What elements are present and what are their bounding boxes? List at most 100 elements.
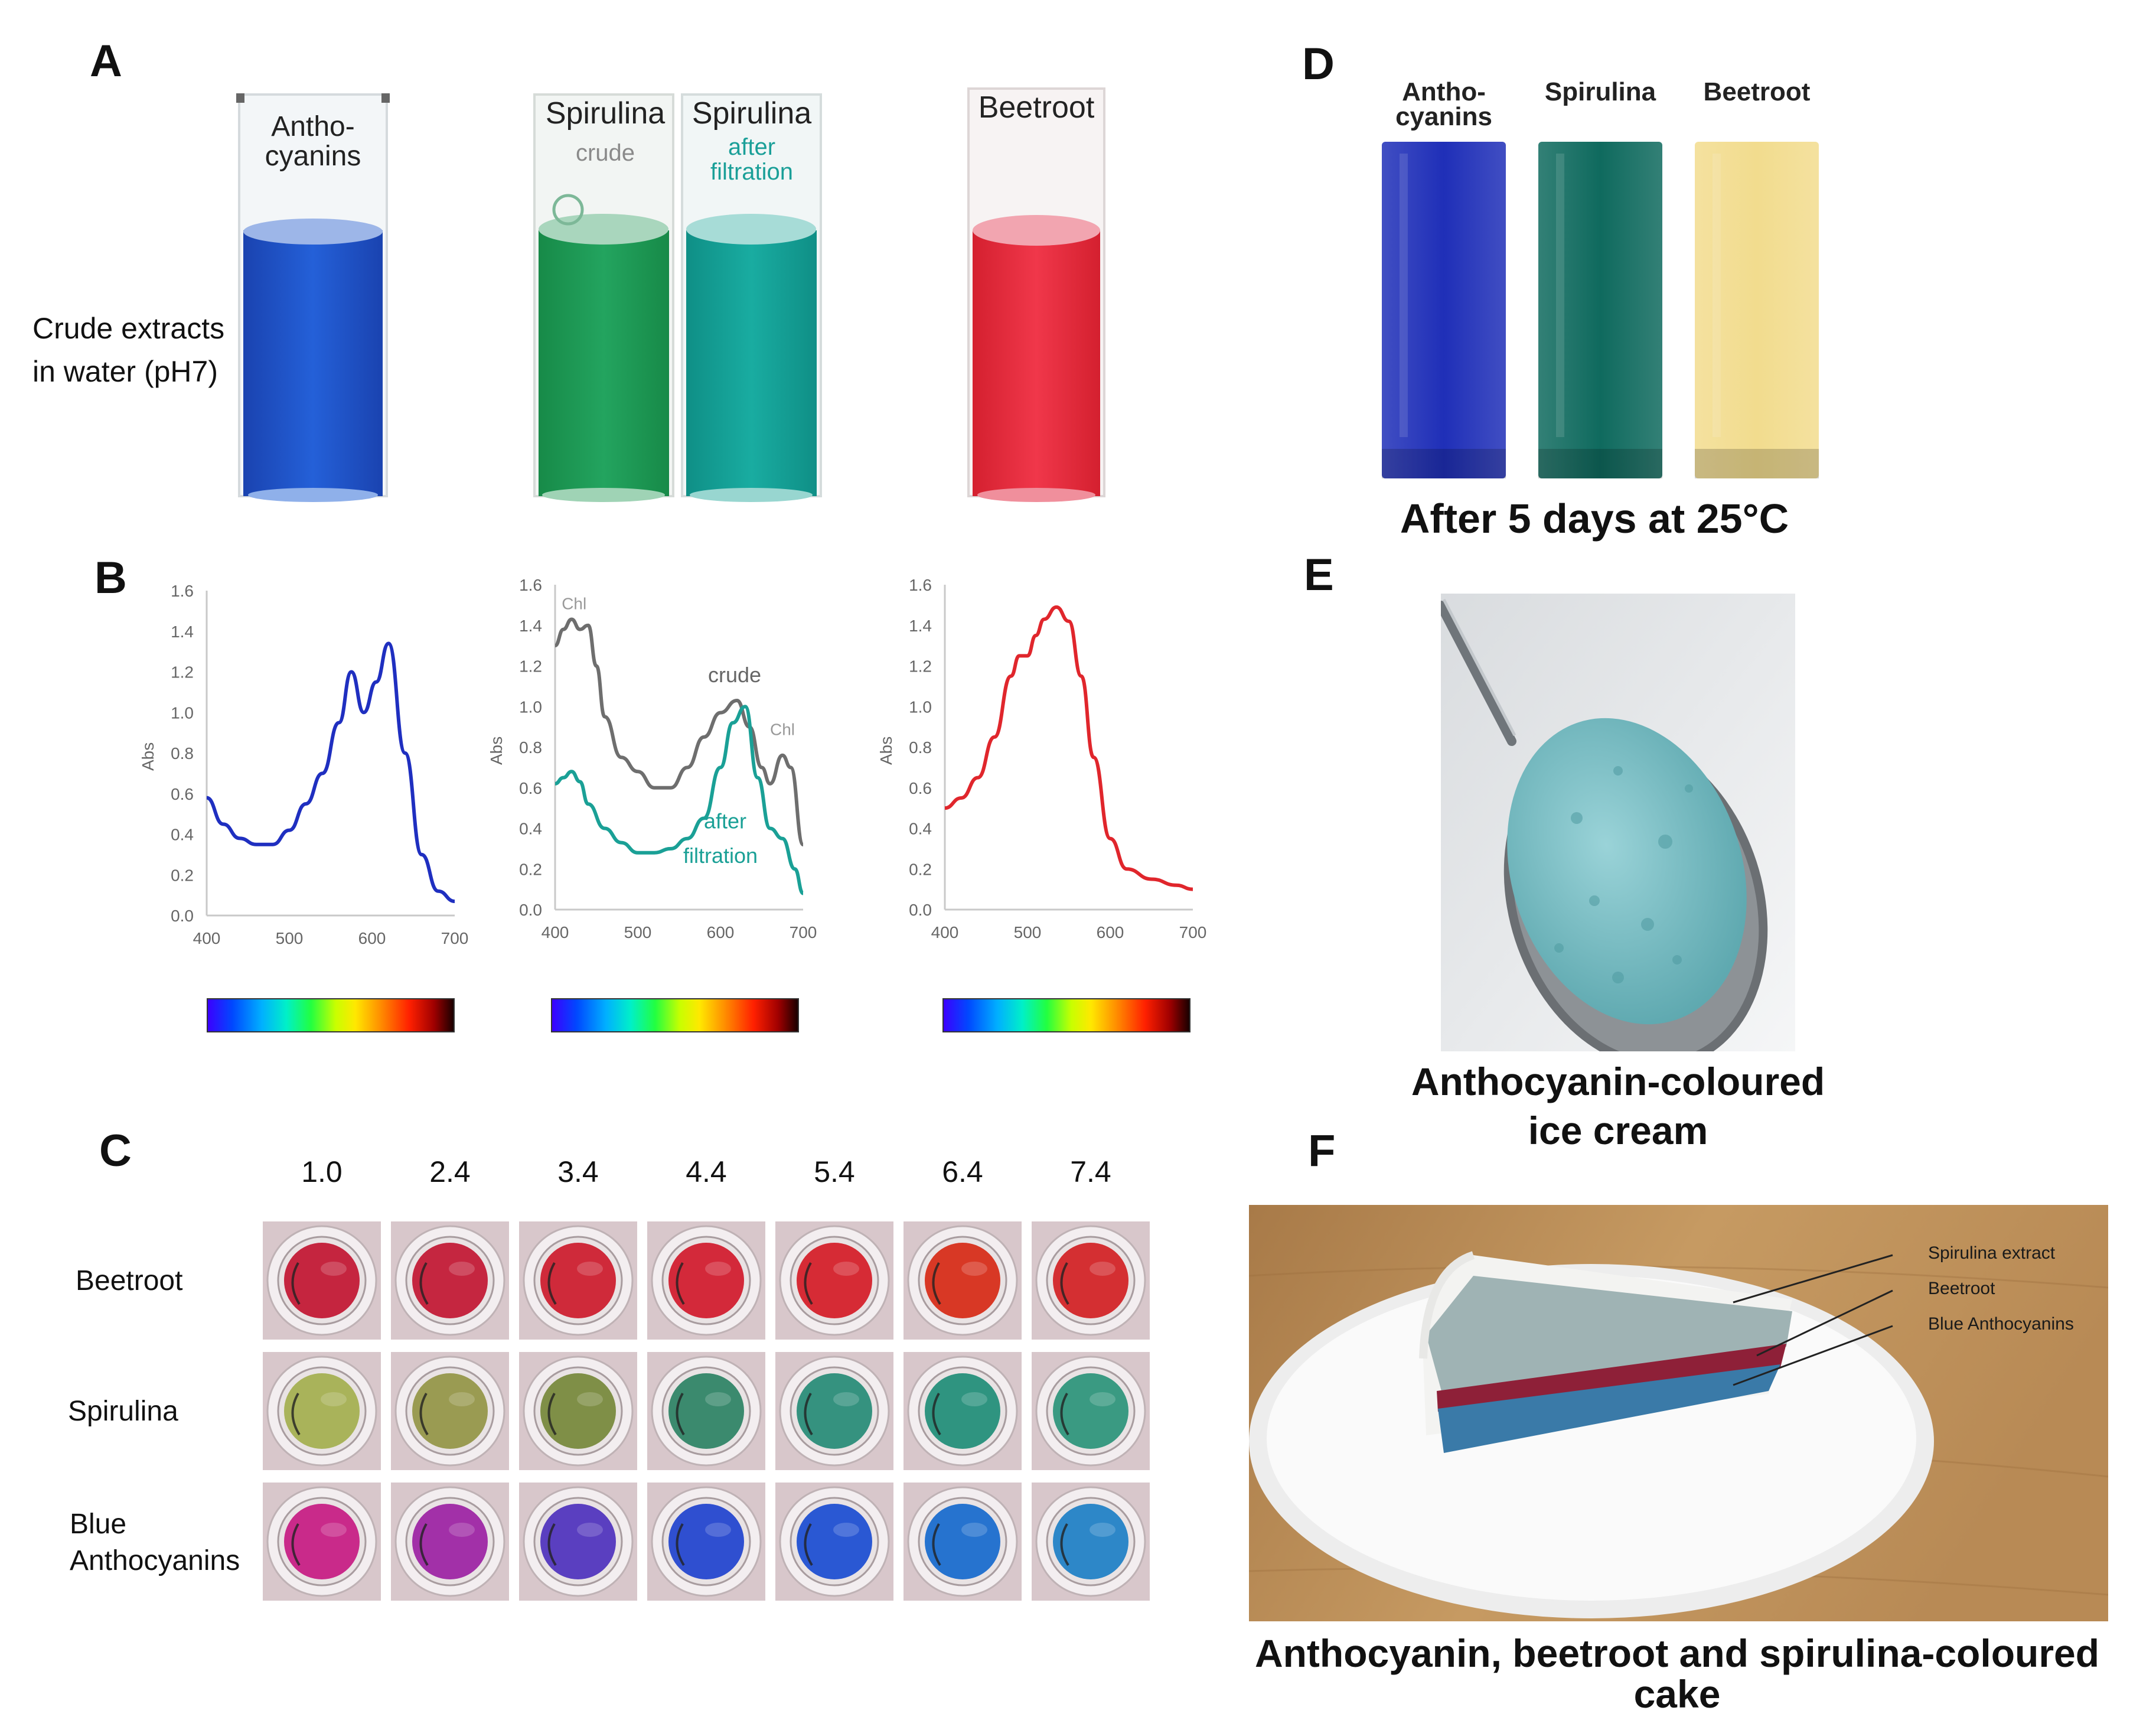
well — [647, 1352, 765, 1470]
well — [775, 1221, 893, 1340]
well — [904, 1483, 1022, 1601]
label-line-1: Antho- — [271, 111, 355, 142]
y-tick-label: 1.0 — [519, 698, 542, 716]
cake-annotation-spirulina: Spirulina extract — [1928, 1243, 2056, 1263]
y-tick-label: 0.2 — [909, 860, 932, 878]
well — [519, 1221, 637, 1340]
well — [775, 1483, 893, 1601]
panel-label-b: B — [94, 553, 127, 603]
y-tick-label: 1.0 — [171, 703, 194, 722]
cake-photo — [1249, 1205, 2108, 1621]
spectrum-bar-2 — [551, 998, 799, 1032]
well — [263, 1483, 381, 1601]
series-line-1 — [555, 705, 805, 895]
label-line-2: cyanins — [265, 141, 361, 172]
ph-value-label: 3.4 — [557, 1155, 599, 1188]
label-title: Spirulina — [692, 96, 812, 131]
x-tick-label: 500 — [1014, 923, 1042, 941]
x-tick-label: 600 — [1097, 923, 1124, 941]
row-label: Spirulina — [68, 1396, 178, 1427]
y-tick-label: 0.6 — [909, 779, 932, 797]
bottle-label: Antho-cyanins — [1395, 77, 1492, 131]
icecream-spoon-photo — [1441, 594, 1795, 1051]
ph-value-label: 2.4 — [429, 1155, 471, 1188]
chart-beetroot: 1.6 1.4 1.2 1.0 0.8 0.6 0.4 0.2 0.0 400 500 600 700 A… — [877, 576, 1207, 941]
y-tick-label: 0.2 — [171, 866, 194, 884]
y-tick-label: 0.4 — [519, 820, 542, 838]
row-label: Beetroot — [76, 1265, 183, 1296]
well — [1032, 1352, 1150, 1470]
y-tick-label: 0.0 — [909, 901, 932, 919]
spectrum-bar-1 — [207, 998, 455, 1032]
cake-annotation-anthocyanins: Blue Anthocyanins — [1928, 1314, 2074, 1334]
y-axis-label: Abs — [877, 737, 895, 765]
well — [519, 1352, 637, 1470]
y-tick-label: 1.6 — [909, 576, 932, 594]
annotation-crude: crude — [708, 663, 761, 687]
series-line-0 — [554, 617, 805, 846]
y-tick-label: 0.6 — [171, 785, 194, 803]
cake-annotation-beetroot: Beetroot — [1928, 1279, 1995, 1298]
annotation-after-1: after — [704, 809, 746, 833]
y-tick-label: 0.0 — [171, 907, 194, 925]
y-tick-label: 1.6 — [519, 576, 542, 594]
y-axis-label: Abs — [139, 742, 157, 771]
panel-label-a: A — [90, 36, 122, 86]
well — [904, 1352, 1022, 1470]
y-tick-label: 1.6 — [171, 582, 194, 600]
well — [391, 1483, 509, 1601]
well — [647, 1483, 765, 1601]
series-line-0 — [944, 605, 1193, 891]
cuvette-spirulina-filtered — [681, 93, 822, 502]
well — [263, 1221, 381, 1340]
side-text-line-2: in water (pH7) — [32, 354, 218, 388]
ph-value-label: 5.4 — [814, 1155, 855, 1188]
row-label: Blue Anthocyanins — [70, 1509, 240, 1577]
y-tick-label: 0.8 — [519, 738, 542, 757]
y-tick-label: 1.4 — [909, 617, 932, 635]
well — [904, 1221, 1022, 1340]
well — [263, 1352, 381, 1470]
panel-e-caption: Anthocyanin-coloured ice cream — [1323, 1057, 1913, 1155]
label-title: Spirulina — [545, 96, 666, 131]
panel-label-c: C — [99, 1126, 132, 1176]
well — [391, 1352, 509, 1470]
x-tick-label: 700 — [1179, 923, 1207, 941]
cuvette-spirulina-crude — [533, 93, 674, 502]
ph-value-label: 6.4 — [942, 1155, 983, 1188]
y-tick-label: 1.0 — [909, 698, 932, 716]
annotation-after-2: filtration — [683, 843, 758, 868]
x-tick-label: 500 — [624, 923, 652, 941]
ph-value-label: 1.0 — [301, 1155, 343, 1188]
bottle — [1538, 142, 1662, 478]
panel-label-d: D — [1302, 39, 1335, 89]
y-tick-label: 1.2 — [519, 657, 542, 676]
y-axis-label: Abs — [487, 737, 505, 765]
y-tick-label: 0.4 — [909, 820, 932, 838]
cuvette-label-spirulina-crude: Spirulina crude — [534, 97, 676, 165]
cuvette-beetroot — [967, 87, 1105, 502]
panel-a-side-text: Crude extracts in water (pH7) — [32, 307, 224, 393]
side-text-line-1: Crude extracts — [32, 312, 225, 345]
x-tick-label: 400 — [931, 923, 959, 941]
well — [391, 1221, 509, 1340]
bottle — [1382, 142, 1506, 478]
caption-line-2: ice cream — [1528, 1108, 1708, 1152]
bottle — [1695, 142, 1819, 478]
caption-line-2: cake — [1633, 1672, 1721, 1716]
panel-d-caption: After 5 days at 25°C — [1400, 496, 1789, 542]
annotation-chl-right: Chl — [770, 720, 795, 738]
annotation-chl-left: Chl — [562, 594, 586, 612]
x-tick-label: 700 — [790, 923, 817, 941]
caption-line-1: Anthocyanin, beetroot and spirulina-colo… — [1254, 1631, 2100, 1675]
y-tick-label: 1.4 — [171, 623, 194, 641]
y-tick-label: 0.0 — [519, 901, 542, 919]
ph-value-label: 7.4 — [1070, 1155, 1111, 1188]
cuvette-label-spirulina-filtered: Spirulina after filtration — [678, 97, 826, 184]
panel-label-f: F — [1308, 1126, 1336, 1176]
x-tick-label: 400 — [193, 929, 221, 947]
well — [519, 1483, 637, 1601]
caption-line-1: Anthocyanin-coloured — [1411, 1060, 1825, 1103]
y-tick-label: 0.6 — [519, 779, 542, 797]
